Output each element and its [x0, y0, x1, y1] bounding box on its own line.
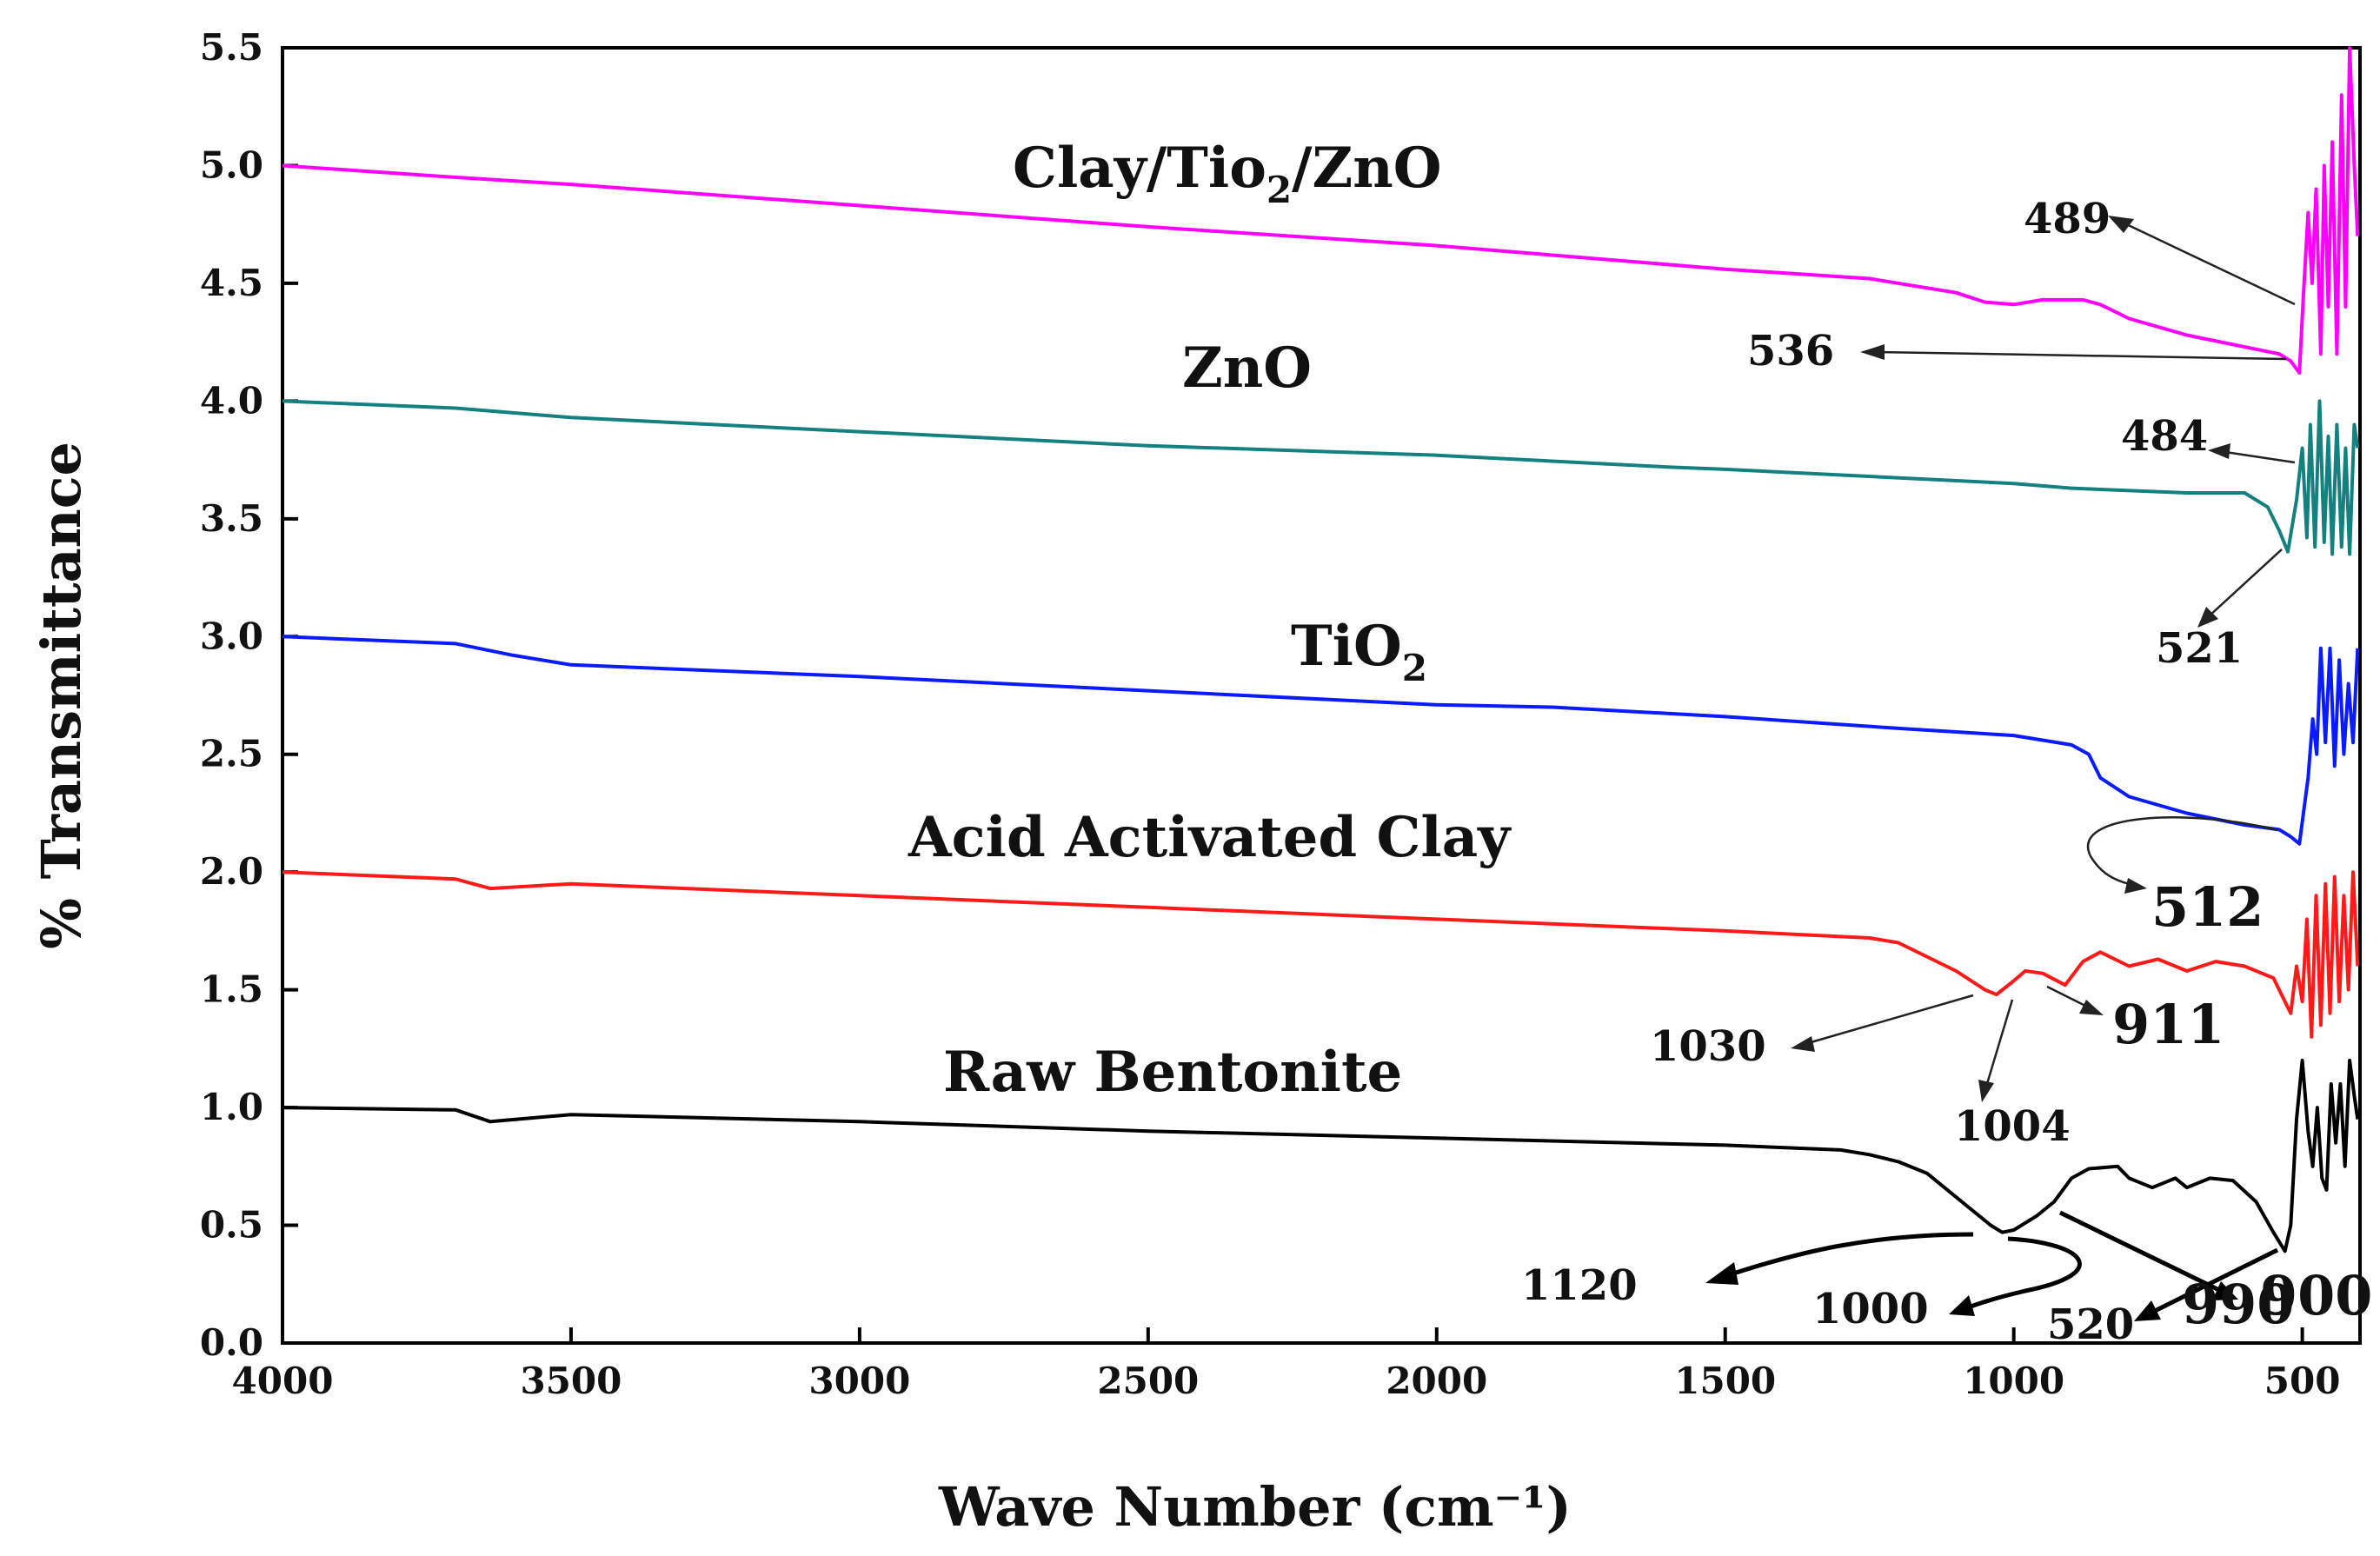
arrow-1120-head [1705, 1262, 1738, 1285]
arrow-536 [1877, 350, 2287, 361]
series-label-clay-tio2-zno-sub: 2 [1266, 169, 1292, 211]
arrow-1120 [1725, 1232, 1974, 1279]
annotation-520: 520 [2047, 1300, 2134, 1349]
annotation-521: 521 [2156, 624, 2243, 673]
y-tick-label: 2.0 [200, 850, 263, 893]
annotation-900: 900 [2260, 1264, 2372, 1327]
series-label-clay-tio2-zno: Clay/Tio2/ZnO [1013, 136, 1442, 211]
arrow-911-head [2079, 1000, 2104, 1015]
annotation-arrows [1705, 216, 2296, 1321]
x-tick-label: 4000 [232, 1360, 334, 1402]
y-tick-label: 4.5 [200, 262, 263, 304]
y-tick-label: 3.5 [200, 497, 263, 540]
series-line-zno [282, 399, 2360, 556]
arrow-1004-head [1978, 1080, 1994, 1102]
annotation-1030: 1030 [1650, 1022, 1766, 1071]
x-tick-label: 500 [2264, 1360, 2341, 1402]
annotation-911: 911 [2112, 993, 2224, 1056]
series-label-tio2: TiO2 [1291, 614, 1427, 689]
series-line-acid-activated-clay [282, 870, 2360, 1039]
annotation-990: 990 [2182, 1273, 2294, 1336]
series-label-clay-tio2-zno-part1: Clay/Tio [1013, 136, 1266, 201]
arrow-484 [2224, 450, 2296, 464]
x-tick-label: 3000 [808, 1360, 910, 1402]
arrow-520 [2150, 1247, 2279, 1315]
annotation-1004: 1004 [1954, 1102, 2071, 1151]
y-tick-label: 2.5 [200, 733, 263, 775]
series-label-raw-bentonite: Raw Bentonite [943, 1040, 1402, 1105]
arrow-990 [2058, 1210, 2223, 1293]
arrow-512 [2087, 816, 2278, 888]
y-tick-label: 1.5 [200, 968, 263, 1011]
arrow-521 [2207, 549, 2283, 618]
annotation-1120: 1120 [1521, 1261, 1638, 1310]
y-tick-label: 5.0 [200, 143, 263, 186]
plot-frame [281, 46, 2362, 1345]
x-tick-label: 1000 [1963, 1360, 2064, 1402]
y-ticks: 0.0 0.5 1.0 1.5 2.0 2.5 3.0 3.5 4.0 4.5 5.0 5.5 [200, 26, 298, 1364]
y-axis-title: % Transmittance [30, 442, 93, 949]
arrow-521-head [2197, 607, 2218, 628]
x-tick-label: 1500 [1674, 1360, 1776, 1402]
x-tick-label: 2000 [1386, 1360, 1487, 1402]
arrow-489-head [2108, 216, 2134, 233]
y-tick-label: 4.0 [200, 379, 263, 422]
arrow-1004 [1984, 999, 2014, 1087]
y-tick-label: 0.0 [200, 1321, 263, 1364]
series-line-clay-tio-zno [282, 46, 2360, 375]
y-tick-label: 1.0 [200, 1086, 263, 1128]
series-label-tio2-sub: 2 [1402, 647, 1427, 689]
x-ticks: 4000 3500 3000 2500 2000 1500 1000 500 [232, 1327, 2341, 1402]
arrow-536-head [1860, 344, 1885, 360]
spectra [282, 46, 2360, 1253]
arrow-1000 [1965, 1236, 2082, 1311]
x-axis-title-text: Wave Number (cm⁻¹) [938, 1475, 1572, 1539]
annotation-489: 489 [2024, 195, 2111, 243]
arrow-911 [2046, 985, 2091, 1010]
arrow-1030 [1807, 994, 1974, 1045]
y-tick-label: 5.5 [200, 26, 263, 69]
annotation-1000: 1000 [1812, 1285, 1929, 1333]
arrow-1000-head [1949, 1295, 1975, 1316]
series-label-acid-activated-clay: Acid Activated Clay [907, 805, 1512, 870]
series-line-tio- [282, 635, 2360, 846]
arrow-520-head [2134, 1300, 2161, 1321]
series-label-zno: ZnO [1182, 336, 1312, 401]
annotation-484: 484 [2121, 412, 2208, 461]
annotation-536: 536 [1747, 327, 1834, 376]
arrow-484-head [2208, 443, 2230, 459]
x-axis-title: Wave Number (cm⁻¹) [938, 1475, 1572, 1539]
arrow-512-head [2124, 878, 2147, 894]
series-line-raw-bentonite [282, 1058, 2360, 1253]
x-tick-label: 3500 [520, 1360, 622, 1402]
x-tick-label: 2500 [1097, 1360, 1199, 1402]
y-tick-label: 0.5 [200, 1204, 263, 1247]
arrow-1030-head [1791, 1036, 1815, 1052]
arrow-489 [2120, 220, 2296, 306]
series-label-clay-tio2-zno-part2: /ZnO [1292, 136, 1441, 201]
y-tick-label: 3.0 [200, 615, 263, 657]
arrow-990-head [2212, 1281, 2238, 1300]
annotation-512: 512 [2151, 875, 2264, 939]
series-label-tio2-part1: TiO [1291, 614, 1402, 679]
